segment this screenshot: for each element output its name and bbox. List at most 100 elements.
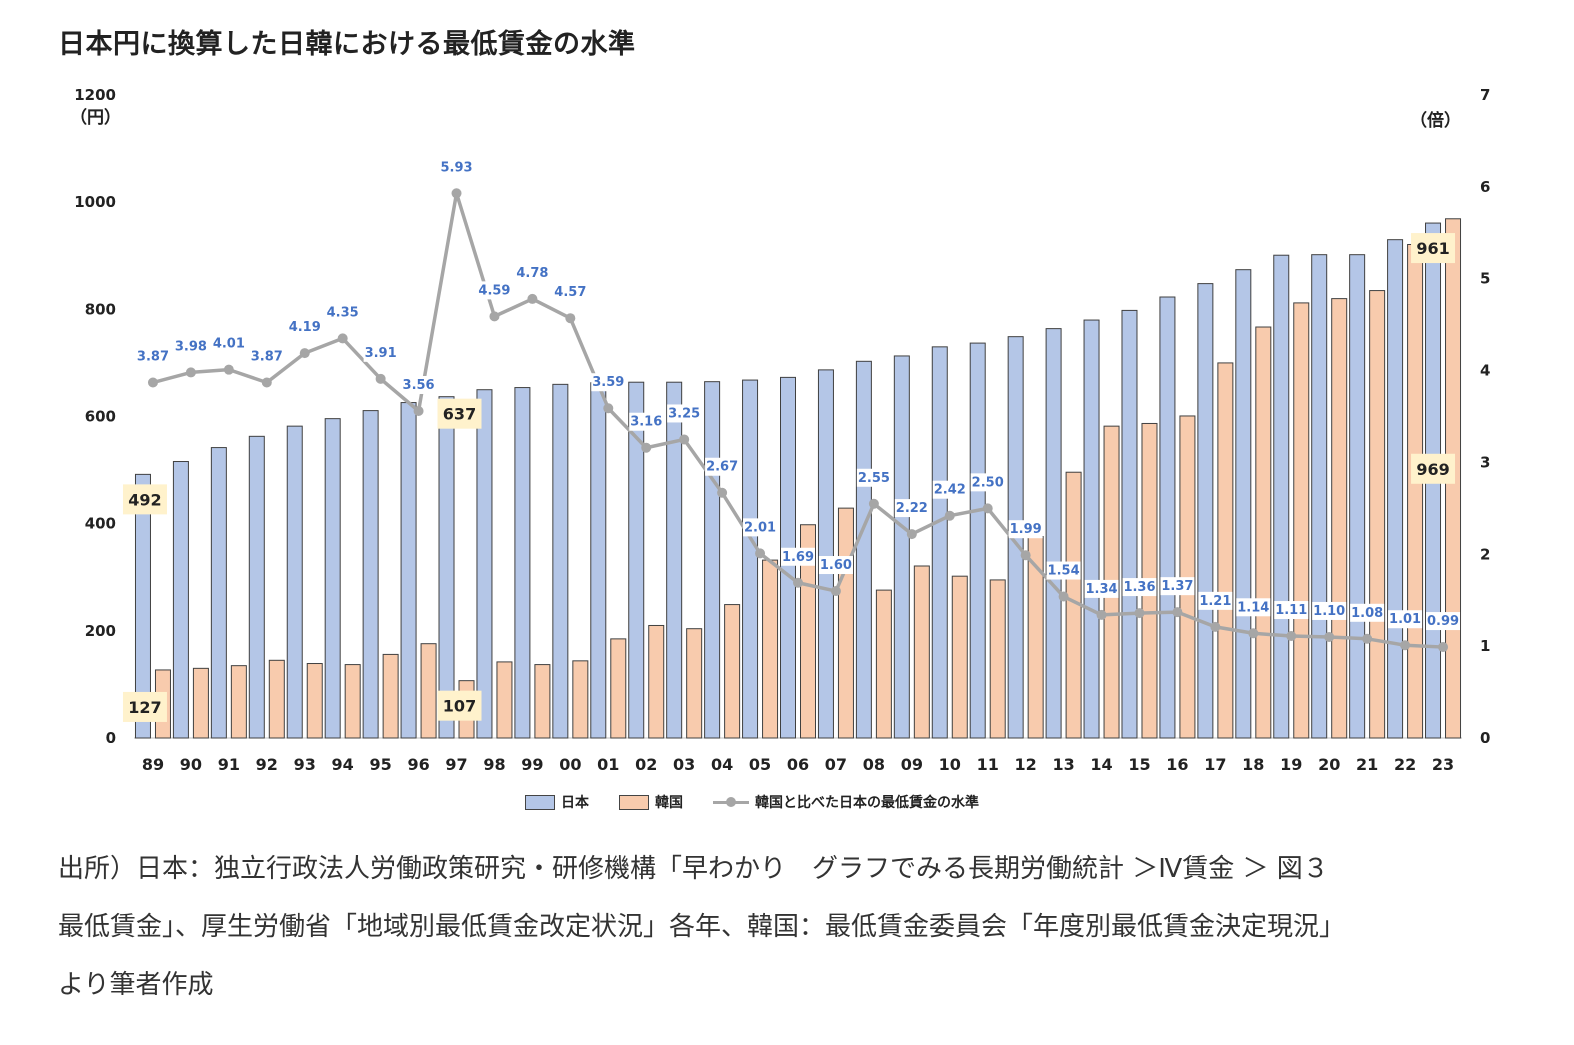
ratio-label: 2.67 [706,460,738,475]
legend-swatch-korea [619,794,649,810]
bar-korea [1407,243,1424,739]
callout-bg [1411,453,1456,484]
ratio-label: 3.87 [137,350,169,365]
ratio-label-bg [705,457,740,476]
x-tick-label: 18 [1242,755,1264,774]
ratio-label-bg [173,337,208,356]
ratio-label-bg [439,158,474,177]
y-left-tick-label: 800 [85,300,116,318]
ratio-label-bg [970,473,1005,492]
ratio-label-bg [667,404,702,423]
x-tick-label: 05 [749,755,771,774]
ratio-label: 4.35 [327,305,359,320]
bar-korea [382,653,399,739]
ratio-label-bg [553,283,588,302]
bar-japan [1387,239,1404,739]
ratio-label: 3.91 [365,346,397,361]
ratio-label-bg [325,303,360,322]
ratio-label-bg [894,499,929,518]
ratio-point [299,348,310,359]
x-tick-label: 07 [825,755,847,774]
ratio-label-bg [1008,520,1043,539]
x-tick-label: 03 [673,755,695,774]
ratio-label: 2.50 [972,475,1004,490]
bar-korea [648,624,665,739]
callout-label: 492 [128,490,161,509]
ratio-label-bg [818,556,853,575]
bar-korea [496,661,513,739]
ratio-label: 1.69 [782,550,814,565]
ratio-point [1020,550,1031,561]
legend-label-ratio: 韓国と比べた日本の最低賃金の水準 [755,795,979,811]
ratio-label: 1.14 [1237,600,1269,615]
bar-korea [420,643,437,739]
x-tick-label: 92 [256,755,278,774]
bar-japan [1197,283,1214,739]
source-line-3: より筆者作成 [58,970,214,1000]
x-tick-label: 16 [1166,755,1188,774]
ratio-label-bg [287,318,322,337]
ratio-label-bg [477,281,512,300]
source-line-2: 最低賃金」、厚生労働省「地域別最低賃金改定状況」各年、韓国：最低賃金委員会「年度… [58,912,1346,942]
ratio-label-bg [249,347,284,366]
ratio-point [679,434,690,445]
y-left-tick-label: 200 [85,622,116,640]
x-tick-label: 99 [521,755,543,774]
ratio-point [906,529,917,540]
bar-korea [837,507,854,739]
ratio-point [868,498,879,509]
ratio-point [793,577,803,588]
x-tick-label: 20 [1318,755,1340,774]
bar-korea [913,565,930,739]
x-tick-label: 01 [597,755,619,774]
bar-korea [724,604,741,739]
bar-japan [438,396,455,739]
legend-swatch-japan [525,794,555,810]
bar-korea [344,664,361,739]
ratio-label: 2.22 [896,501,928,516]
ratio-label-bg [1312,601,1347,620]
legend-label-japan: 日本 [561,795,589,811]
right-axis-unit: （倍） [1410,111,1461,131]
ratio-label: 1.21 [1199,594,1231,609]
bar-japan [1273,254,1290,739]
ratio-point [261,377,272,388]
bar-japan [210,447,227,739]
x-tick-label: 97 [445,755,467,774]
bar-japan [855,360,872,739]
ratio-label: 3.87 [251,350,283,365]
bar-japan [666,381,683,739]
x-tick-label: 22 [1394,755,1416,774]
ratio-label: 2.42 [934,483,966,498]
chart-title: 日本円に換算した日韓における最低賃金の水準 [58,29,636,60]
bar-japan [1235,269,1252,739]
x-tick-label: 06 [787,755,809,774]
bar-japan [742,379,759,739]
ratio-label-bg [1274,601,1309,620]
ratio-point [1286,631,1297,642]
callout-bg [122,484,167,515]
ratio-point [1438,642,1449,653]
y-right-tick-label: 2 [1480,545,1490,563]
y-left-tick-label: 400 [85,515,116,533]
x-tick-label: 14 [1090,755,1112,774]
x-tick-label: 95 [369,755,391,774]
y-left-tick-label: 1000 [74,193,116,211]
ratio-point [1248,628,1259,639]
x-tick-label: 17 [1204,755,1226,774]
ratio-label: 4.59 [478,283,510,298]
ratio-label: 3.16 [630,415,662,430]
ratio-point [527,293,538,304]
ratio-label-bg [781,547,815,566]
ratio-label-bg [856,468,891,487]
ratio-label-bg [1122,578,1157,597]
x-tick-label: 02 [635,755,657,774]
bar-japan [1311,254,1328,739]
ratio-label: 1.60 [820,558,852,573]
bar-korea [686,628,703,739]
ratio-label: 5.93 [440,160,472,175]
ratio-label: 1.34 [1086,582,1118,597]
bar-korea [1331,298,1348,739]
ratio-label: 1.10 [1313,604,1345,619]
ratio-label: 3.98 [175,339,207,354]
